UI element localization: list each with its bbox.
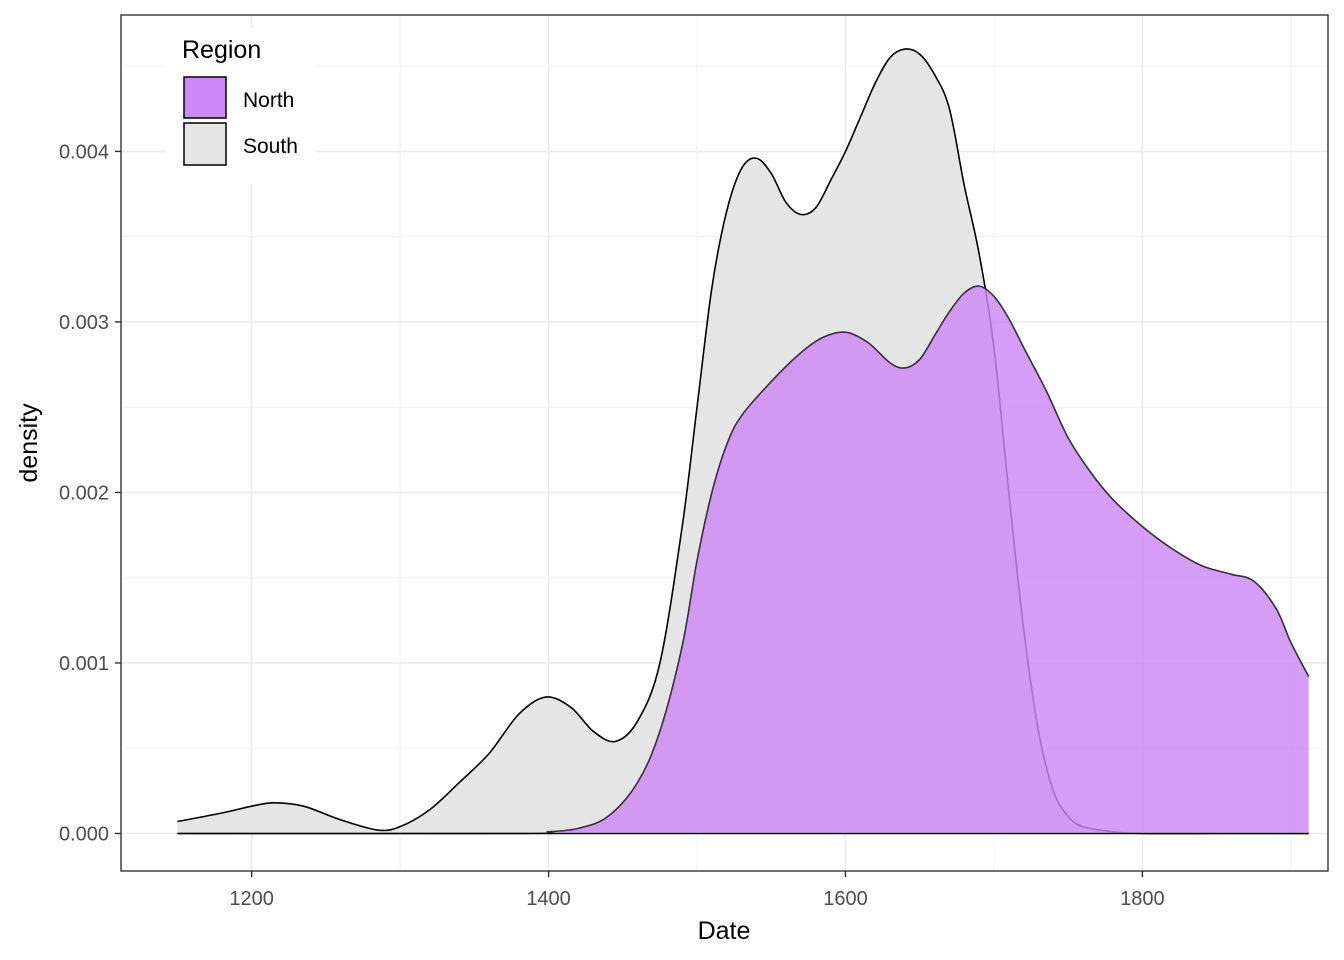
legend-key-north [183, 76, 227, 119]
y-tick-label: 0.000 [59, 823, 109, 845]
legend-title: Region [182, 36, 261, 64]
y-tick-label: 0.002 [59, 482, 109, 504]
y-tick-label: 0.004 [59, 141, 109, 163]
density-outline-north [177, 285, 1310, 835]
x-axis-title: Date [698, 917, 751, 945]
x-tick-label: 1600 [823, 888, 868, 910]
legend-label-south: South [243, 135, 298, 158]
axes: 1200 1400 1600 1800 0.000 0.001 0.002 0.003 0.00… [59, 141, 1165, 910]
y-tick-label: 0.001 [59, 653, 109, 675]
density-areas [177, 48, 1310, 835]
legend: Region North South [166, 28, 316, 184]
legend-label-north: North [243, 89, 294, 112]
y-tick-label: 0.003 [59, 312, 109, 334]
y-axis-title: density [15, 403, 43, 483]
x-tick-label: 1800 [1120, 888, 1165, 910]
x-tick-label: 1400 [526, 888, 571, 910]
plot-panel-border [120, 14, 1329, 872]
density-area-north [177, 286, 1309, 834]
x-tick-label: 1200 [229, 888, 274, 910]
legend-key-south [183, 122, 227, 166]
